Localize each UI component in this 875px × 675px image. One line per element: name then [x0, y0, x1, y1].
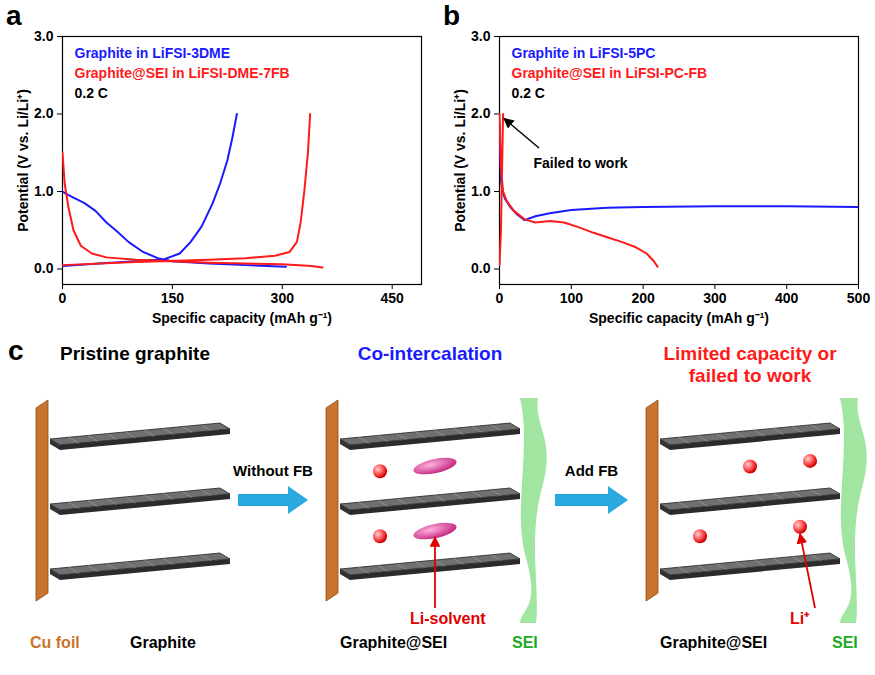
svg-text:Add FB: Add FB	[565, 462, 618, 479]
svg-text:400: 400	[775, 290, 799, 306]
svg-text:Cu foil: Cu foil	[30, 634, 80, 651]
svg-text:Graphite@SEI: Graphite@SEI	[340, 634, 447, 651]
svg-text:Without FB: Without FB	[233, 462, 313, 479]
svg-text:SEI: SEI	[832, 634, 858, 651]
svg-text:3.0: 3.0	[471, 28, 491, 44]
svg-text:0.2 C: 0.2 C	[512, 85, 545, 101]
svg-text:Failed to work: Failed to work	[534, 155, 628, 171]
svg-text:0: 0	[59, 290, 67, 306]
svg-text:Li⁺: Li⁺	[790, 610, 810, 627]
svg-text:Graphite in LiFSI-3DME: Graphite in LiFSI-3DME	[75, 45, 231, 61]
svg-text:0: 0	[496, 290, 504, 306]
svg-text:2.0: 2.0	[471, 105, 491, 121]
svg-text:Specific capacity (mAh g⁻¹): Specific capacity (mAh g⁻¹)	[152, 310, 332, 326]
svg-text:500: 500	[847, 290, 871, 306]
svg-text:0.0: 0.0	[34, 260, 54, 276]
svg-text:c: c	[8, 335, 24, 366]
svg-text:Graphite in LiFSI-5PC: Graphite in LiFSI-5PC	[512, 45, 656, 61]
svg-text:450: 450	[381, 290, 405, 306]
svg-text:Potential (V vs. Li/Li⁺): Potential (V vs. Li/Li⁺)	[15, 89, 31, 232]
svg-text:Potential (V vs. Li/Li⁺): Potential (V vs. Li/Li⁺)	[452, 89, 468, 232]
svg-text:Graphite@SEI: Graphite@SEI	[660, 634, 767, 651]
svg-text:300: 300	[703, 290, 727, 306]
svg-text:150: 150	[161, 290, 185, 306]
svg-text:200: 200	[631, 290, 655, 306]
svg-text:Li-solvent: Li-solvent	[410, 610, 486, 627]
svg-text:Limited capacity or: Limited capacity or	[663, 343, 837, 364]
svg-text:2.0: 2.0	[34, 105, 54, 121]
svg-text:Pristine graphite: Pristine graphite	[60, 343, 210, 364]
svg-text:300: 300	[271, 290, 295, 306]
svg-text:Graphite: Graphite	[130, 634, 196, 651]
svg-text:1.0: 1.0	[34, 183, 54, 199]
svg-text:Graphite@SEI in LiFSI-PC-FB: Graphite@SEI in LiFSI-PC-FB	[512, 65, 708, 81]
svg-text:1.0: 1.0	[471, 183, 491, 199]
svg-text:0.0: 0.0	[471, 260, 491, 276]
svg-text:failed to work: failed to work	[689, 365, 812, 386]
svg-text:3.0: 3.0	[34, 28, 54, 44]
svg-text:Specific capacity (mAh g⁻¹): Specific capacity (mAh g⁻¹)	[589, 310, 769, 326]
svg-text:SEI: SEI	[512, 634, 538, 651]
svg-text:Graphite@SEI in LiFSI-DME-7FB: Graphite@SEI in LiFSI-DME-7FB	[75, 65, 290, 81]
svg-text:0.2 C: 0.2 C	[75, 85, 108, 101]
svg-text:100: 100	[560, 290, 584, 306]
svg-text:Co-intercalation: Co-intercalation	[358, 343, 503, 364]
html-text:a: a	[6, 0, 22, 31]
html-text:b: b	[443, 0, 461, 31]
